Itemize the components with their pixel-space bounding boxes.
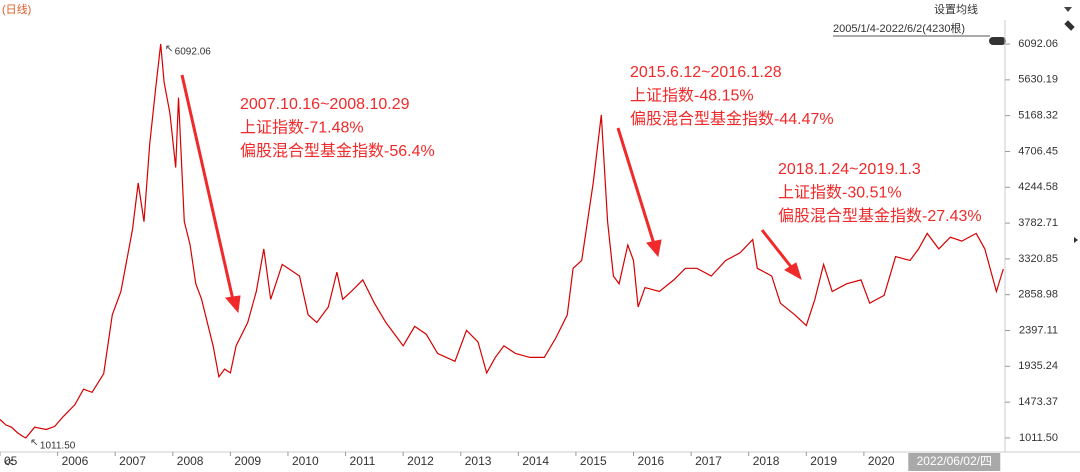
x-tick-label: 2011 [350, 454, 376, 468]
annotation: 上证指数-48.15% [630, 87, 754, 105]
annotation: 偏股混合型基金指数-44.47% [630, 110, 834, 128]
crosshair-x-box [908, 453, 1001, 471]
x-tick-label: 2012 [407, 454, 434, 468]
x-tick-label: 05 [4, 454, 18, 468]
index-line [0, 43, 1004, 439]
arrow-head [646, 239, 662, 258]
period-label: (日线) [2, 2, 31, 16]
arrow-head [784, 262, 802, 281]
arrow [180, 74, 235, 301]
x-tick-label: 2017 [695, 454, 722, 468]
annotation: 偏股混合型基金指数-56.4% [240, 142, 435, 160]
x-tick-label: 2013 [465, 454, 492, 468]
x-tick-label: 2015 [580, 454, 607, 468]
y-tick-label: 3782.71 [1018, 217, 1058, 229]
annotation: 上证指数-71.48% [240, 119, 364, 137]
arrow [616, 127, 656, 245]
dropdown-icon[interactable] [1064, 7, 1072, 12]
x-tick-label: 2006 [62, 454, 89, 468]
x-tick-label: 2008 [177, 454, 204, 468]
arrow-head [225, 295, 241, 314]
y-tick-label: 4244.58 [1018, 181, 1058, 193]
y-tick-label: 1011.50 [1019, 432, 1058, 444]
x-tick-label: 2009 [234, 454, 261, 468]
arrows [180, 74, 802, 314]
label-pointer [31, 439, 38, 446]
y-tick-label: 1473.37 [1018, 396, 1058, 408]
scroll-left-icon[interactable] [4, 458, 14, 466]
y-tick-label: 5630.19 [1018, 74, 1058, 86]
x-tick-label: 2010 [292, 454, 319, 468]
y-tick-label: 2858.98 [1018, 289, 1058, 301]
annotation: 2018.1.24~2019.1.3 [778, 161, 921, 178]
right-arrow[interactable] [1074, 237, 1078, 243]
x-tick-label: 2018 [753, 454, 780, 468]
x-tick-label: 2020 [868, 454, 895, 468]
y-tick-label: 4706.45 [1018, 145, 1058, 157]
x-tick-label: 2007 [119, 454, 146, 468]
annotation: 上证指数-30.51% [778, 184, 902, 202]
ma-setting[interactable]: 设置均线 [934, 2, 978, 16]
x-tick-label: 2022/06/02/四 [917, 454, 992, 468]
y-tick-label: 6092.06 [1018, 38, 1058, 50]
y-tick-label: 2397.11 [1019, 324, 1058, 336]
label-pointer [166, 45, 173, 52]
y-tick-label: 5168.32 [1018, 110, 1058, 122]
annotation: 2015.6.12~2016.1.28 [630, 64, 782, 81]
x-tick-label: 2019 [810, 454, 837, 468]
range-info: 2005/1/4-2022/6/2(4230根) [833, 21, 965, 35]
value-label: 1011.50 [40, 441, 76, 452]
annotation: 2007.10.16~2008.10.29 [240, 96, 410, 113]
pin-icon[interactable] [1064, 20, 1075, 31]
x-tick-label: 2014 [522, 454, 549, 468]
x-tick-label: 2016 [638, 454, 665, 468]
y-tick-label: 3320.85 [1018, 253, 1058, 265]
scroll-handle[interactable] [989, 37, 1006, 45]
value-label: 6092.06 [175, 47, 212, 58]
annotation: 偏股混合型基金指数-27.43% [778, 207, 982, 225]
y-tick-label: 1935.24 [1018, 360, 1058, 372]
arrow [760, 229, 794, 269]
